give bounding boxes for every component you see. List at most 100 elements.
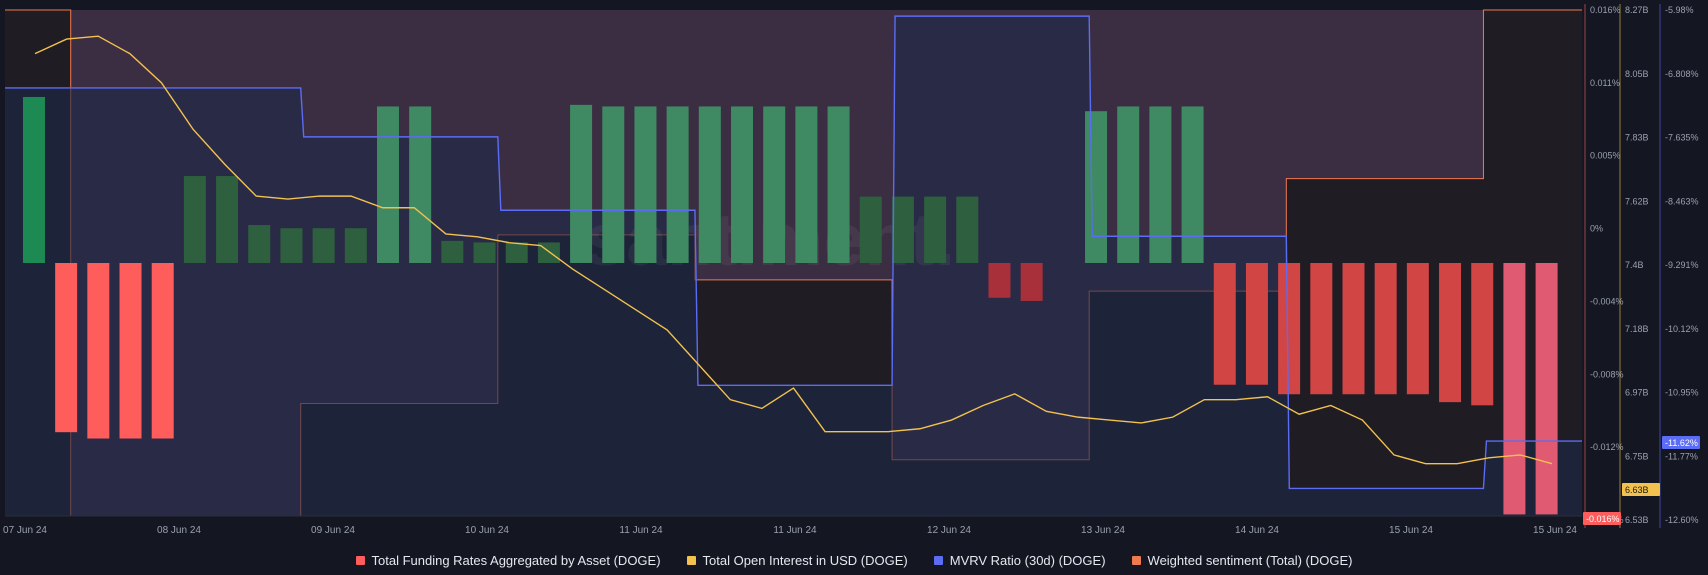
x-tick-label-2: 09 Jun 24 xyxy=(311,525,355,536)
legend-swatch-open-interest xyxy=(686,555,696,565)
open-interest-line xyxy=(34,35,1553,465)
funding-bar-13 xyxy=(441,240,464,263)
funding-bar-28 xyxy=(924,196,947,263)
axes-layer: 07 Jun 24 08 Jun 24 09 Jun 24 10 Jun 24 11 J… xyxy=(3,4,1700,536)
open-interest-current-badge: 6.63B xyxy=(1622,483,1660,496)
x-tick-label-6: 12 Jun 24 xyxy=(927,525,971,536)
open_interest-tick-8: 6.53B xyxy=(1625,515,1649,525)
funding-bar-22 xyxy=(731,106,754,263)
funding-bar-47 xyxy=(1535,263,1558,515)
mvrv-tick-8: -12.60% xyxy=(1665,515,1699,525)
funding-bar-21 xyxy=(698,106,721,263)
funding-bar-45 xyxy=(1471,263,1494,406)
mvrv-tick-6: -10.95% xyxy=(1665,388,1699,398)
funding-bar-9 xyxy=(312,228,335,263)
x-tick-label-3: 10 Jun 24 xyxy=(465,525,509,536)
funding-current-badge-bg xyxy=(1583,512,1621,525)
funding-bar-5 xyxy=(183,176,206,263)
funding-bar-27 xyxy=(891,196,914,263)
open-interest-current-badge-text: 6.63B xyxy=(1625,485,1649,495)
funding-bar-42 xyxy=(1374,263,1397,395)
funding-tick-0: 0.016% xyxy=(1590,5,1621,15)
funding-bar-36 xyxy=(1181,106,1204,263)
funding-bar-26 xyxy=(859,196,882,263)
legend-swatch-funding xyxy=(355,555,365,565)
open-interest-current-badge-bg xyxy=(1622,483,1660,496)
mvrv-current-badge: -11.62% xyxy=(1662,436,1700,449)
funding-tick-4: -0.004% xyxy=(1590,296,1624,306)
funding-bar-33 xyxy=(1085,111,1108,263)
funding-bar-6 xyxy=(216,176,239,263)
mvrv-tick-7: -11.77% xyxy=(1665,451,1698,461)
funding-tick-5: -0.008% xyxy=(1590,369,1624,379)
mvrv-fill xyxy=(5,16,1582,516)
open_interest-tick-5: 7.18B xyxy=(1625,324,1649,334)
open_interest-tick-4: 7.4B xyxy=(1625,260,1644,270)
funding-bars-layer xyxy=(22,96,1558,515)
x-tick-label-0: 07 Jun 24 xyxy=(3,525,47,536)
funding-bar-41 xyxy=(1342,263,1365,395)
funding-bar-4 xyxy=(151,263,174,439)
mvrv-tick-1: -6.808% xyxy=(1665,69,1699,79)
funding-bar-19 xyxy=(634,106,657,263)
funding-bar-25 xyxy=(827,106,850,263)
funding-bar-8 xyxy=(280,228,303,263)
legend-item-mvrv[interactable]: MVRV Ratio (30d) (DOGE) xyxy=(933,552,1106,568)
funding-bar-35 xyxy=(1149,106,1172,263)
funding-bar-31 xyxy=(1020,263,1043,301)
x-tick-label-9: 15 Jun 24 xyxy=(1389,525,1433,536)
funding-bar-10 xyxy=(344,228,367,263)
legend: Total Funding Rates Aggregated by Asset … xyxy=(0,548,1708,572)
funding-bar-34 xyxy=(1117,106,1140,263)
open_interest-tick-0: 8.27B xyxy=(1625,5,1649,15)
funding-bar-2 xyxy=(87,263,110,439)
mvrv-tick-3: -8.463% xyxy=(1665,196,1699,206)
legend-item-sentiment[interactable]: Weighted sentiment (Total) (DOGE) xyxy=(1131,552,1353,568)
funding-bar-1 xyxy=(55,263,78,433)
mvrv-current-badge-text: -11.62% xyxy=(1665,438,1698,448)
funding-bar-37 xyxy=(1213,263,1236,385)
funding-bar-40 xyxy=(1310,263,1333,395)
funding-bar-17 xyxy=(570,104,593,263)
funding-bar-23 xyxy=(763,106,786,263)
mvrv-tick-4: -9.291% xyxy=(1665,260,1699,270)
x-tick-label-1: 08 Jun 24 xyxy=(157,525,201,536)
x-tick-label-10: 15 Jun 24 xyxy=(1533,525,1577,536)
funding-bar-3 xyxy=(119,263,142,439)
legend-label-mvrv: MVRV Ratio (30d) (DOGE) xyxy=(949,552,1106,568)
funding-bar-24 xyxy=(795,106,818,263)
funding-bar-20 xyxy=(666,106,689,263)
funding-bar-38 xyxy=(1245,263,1268,385)
legend-swatch-sentiment xyxy=(1131,555,1141,565)
x-tick-label-8: 14 Jun 24 xyxy=(1235,525,1279,536)
funding-bar-39 xyxy=(1278,263,1301,395)
open_interest-tick-7: 6.75B xyxy=(1625,451,1649,461)
x-tick-label-7: 13 Jun 24 xyxy=(1081,525,1125,536)
funding-current-badge-text: -0.016% xyxy=(1586,514,1620,524)
funding-bar-15 xyxy=(505,242,528,263)
legend-label-funding: Total Funding Rates Aggregated by Asset … xyxy=(371,552,661,568)
funding-bar-18 xyxy=(602,106,625,263)
funding-tick-1: 0.011% xyxy=(1590,78,1620,88)
legend-label-sentiment: Weighted sentiment (Total) (DOGE) xyxy=(1147,552,1353,568)
mvrv-tick-5: -10.12% xyxy=(1665,324,1699,334)
funding-tick-2: 0.005% xyxy=(1590,151,1621,161)
funding-bar-44 xyxy=(1439,263,1462,403)
funding-bar-7 xyxy=(248,225,271,263)
funding-bar-29 xyxy=(956,196,979,263)
legend-swatch-mvrv xyxy=(933,555,943,565)
funding-bar-30 xyxy=(988,263,1011,298)
legend-item-funding[interactable]: Total Funding Rates Aggregated by Asset … xyxy=(355,552,661,568)
funding-bar-0 xyxy=(22,96,45,263)
funding-bar-43 xyxy=(1406,263,1429,395)
open_interest-tick-1: 8.05B xyxy=(1625,69,1649,79)
legend-item-open-interest[interactable]: Total Open Interest in USD (DOGE) xyxy=(686,553,908,568)
lines-layer xyxy=(5,15,1582,490)
funding-bar-12 xyxy=(409,106,432,263)
funding-tick-3: 0% xyxy=(1590,224,1603,234)
x-tick-label-5: 11 Jun 24 xyxy=(773,525,817,536)
open_interest-tick-2: 7.83B xyxy=(1625,133,1649,143)
open_interest-tick-6: 6.97B xyxy=(1625,388,1649,398)
